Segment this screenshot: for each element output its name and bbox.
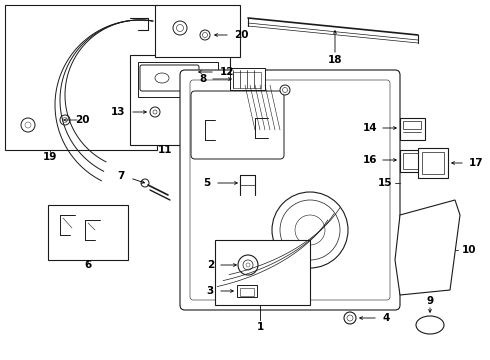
Circle shape xyxy=(272,192,348,268)
Bar xyxy=(230,68,265,90)
Text: 7: 7 xyxy=(118,171,125,181)
Text: 17: 17 xyxy=(469,158,484,168)
Bar xyxy=(138,62,218,97)
Text: 3: 3 xyxy=(207,286,214,296)
Circle shape xyxy=(301,291,309,299)
Circle shape xyxy=(344,312,356,324)
Polygon shape xyxy=(395,200,460,295)
Bar xyxy=(233,72,261,88)
Bar xyxy=(130,55,230,145)
Bar xyxy=(237,285,257,297)
Bar xyxy=(48,205,128,260)
Circle shape xyxy=(238,255,258,275)
Text: 15: 15 xyxy=(377,178,392,188)
Bar xyxy=(155,5,240,57)
Circle shape xyxy=(173,21,187,35)
Bar xyxy=(418,148,448,178)
Circle shape xyxy=(60,115,70,125)
Bar xyxy=(5,5,157,150)
Text: 8: 8 xyxy=(200,74,207,84)
Bar xyxy=(400,118,425,140)
Text: 4: 4 xyxy=(382,313,390,323)
Bar xyxy=(403,153,421,169)
Text: 10: 10 xyxy=(462,245,476,255)
Bar xyxy=(240,288,254,296)
Circle shape xyxy=(21,118,35,132)
Text: 6: 6 xyxy=(84,260,92,270)
Circle shape xyxy=(141,179,149,187)
Bar xyxy=(400,150,425,172)
Text: 16: 16 xyxy=(363,155,377,165)
Bar xyxy=(403,121,421,129)
FancyBboxPatch shape xyxy=(180,70,400,310)
Bar xyxy=(215,240,310,305)
Bar xyxy=(422,152,444,174)
Text: 2: 2 xyxy=(207,260,214,270)
Bar xyxy=(180,72,190,80)
Text: 11: 11 xyxy=(158,145,172,155)
Text: 14: 14 xyxy=(363,123,377,133)
FancyBboxPatch shape xyxy=(140,65,199,91)
Circle shape xyxy=(280,85,290,95)
Text: 18: 18 xyxy=(328,55,342,65)
Ellipse shape xyxy=(416,316,444,334)
FancyBboxPatch shape xyxy=(191,91,284,159)
Text: 12: 12 xyxy=(220,67,235,77)
Circle shape xyxy=(200,30,210,40)
Text: 20: 20 xyxy=(75,115,89,125)
Text: 13: 13 xyxy=(111,107,125,117)
Text: 1: 1 xyxy=(256,322,264,332)
Text: 5: 5 xyxy=(203,178,210,188)
Text: 20: 20 xyxy=(234,30,248,40)
Text: 9: 9 xyxy=(426,296,434,306)
Text: 19: 19 xyxy=(43,152,57,162)
